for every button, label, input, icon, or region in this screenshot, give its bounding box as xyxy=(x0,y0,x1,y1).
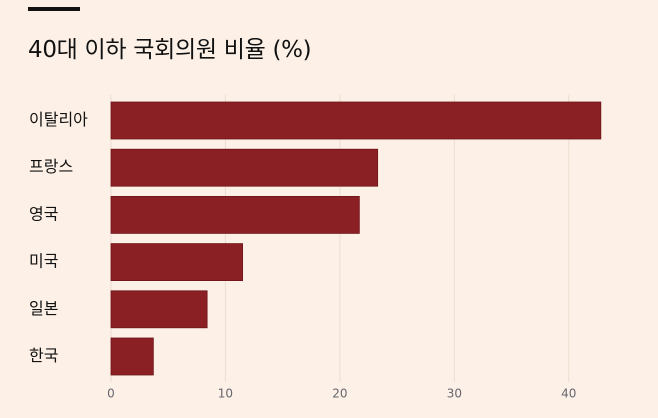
x-tick-label: 40 xyxy=(561,387,576,401)
x-tick-label: 30 xyxy=(447,387,462,401)
category-label: 한국 xyxy=(29,346,58,365)
category-label: 영국 xyxy=(29,204,58,223)
chart-title: 40대 이하 국회의원 비율 (%) xyxy=(28,37,312,63)
category-label: 미국 xyxy=(29,252,58,271)
bars xyxy=(110,101,602,376)
bar xyxy=(110,337,154,376)
bar xyxy=(110,101,602,140)
x-tick-label: 10 xyxy=(218,387,233,401)
category-label: 일본 xyxy=(29,299,58,318)
x-tick-label: 0 xyxy=(107,387,115,401)
category-label: 프랑스 xyxy=(29,157,73,176)
bar xyxy=(110,290,208,329)
x-tick-labels: 0 10 20 30 40 xyxy=(107,387,576,401)
bar xyxy=(110,195,360,234)
bar xyxy=(110,243,244,282)
category-label: 이탈리아 xyxy=(29,110,88,129)
grid-lines xyxy=(110,95,570,382)
x-tick-label: 20 xyxy=(332,387,347,401)
title-accent-rule xyxy=(28,7,80,11)
bar xyxy=(110,148,379,187)
